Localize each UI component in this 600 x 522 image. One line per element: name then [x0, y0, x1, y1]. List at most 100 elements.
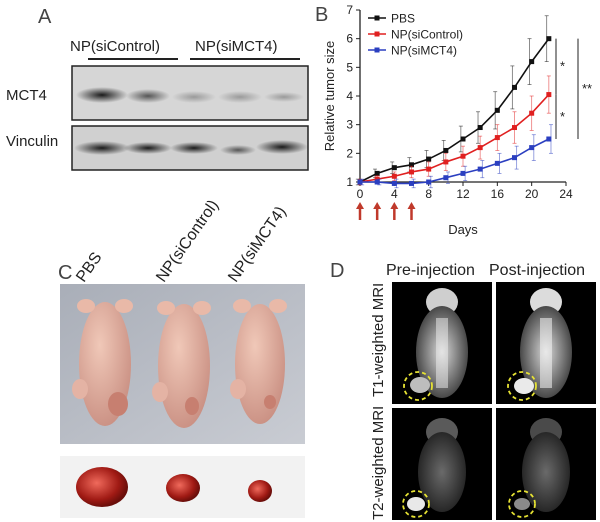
mct4-band-lane3	[172, 91, 216, 103]
data-point	[374, 176, 380, 182]
blot-row-label-mct4: MCT4	[6, 87, 47, 104]
series-1	[357, 75, 552, 186]
vinculin-band-lane2	[124, 142, 172, 154]
panel-a-letter: A	[38, 6, 52, 28]
legend-label: PBS	[391, 12, 415, 26]
data-point	[477, 145, 483, 151]
mri-column-label-pre: Pre-injection	[386, 262, 475, 279]
data-point	[391, 180, 397, 186]
data-point	[546, 136, 552, 142]
legend-label: NP(siMCT4)	[391, 44, 457, 58]
mice-column-label-simct4: NP(siMCT4)	[225, 203, 290, 286]
data-point	[460, 153, 466, 159]
series-line	[359, 38, 550, 183]
legend-marker	[374, 47, 380, 53]
data-point	[409, 162, 414, 168]
data-point	[374, 179, 380, 185]
mri-row-label-t2: T2-weighted MRI	[370, 405, 387, 520]
x-axis-title: Days	[448, 222, 478, 237]
data-point	[426, 179, 432, 185]
data-point	[494, 135, 500, 141]
data-point	[529, 145, 535, 151]
vinculin-band-lane5	[256, 140, 308, 154]
x-tick-label: 4	[391, 187, 398, 201]
vinculin-band-lane1	[74, 141, 130, 155]
mri-t2-pre	[392, 408, 492, 520]
y-tick-label: 6	[346, 32, 353, 46]
legend-marker	[374, 15, 380, 21]
injection-arrow-head	[373, 202, 382, 209]
mri-column-label-post: Post-injection	[489, 262, 586, 279]
y-tick-label: 3	[346, 118, 353, 132]
legend-marker	[374, 31, 380, 37]
data-point	[426, 156, 432, 162]
data-point	[409, 180, 414, 186]
data-point	[494, 107, 500, 113]
panel-c-letter: C	[58, 262, 73, 284]
panel-d-letter: D	[330, 260, 345, 282]
blot-bracket-simct4	[190, 58, 300, 60]
data-point	[357, 179, 363, 185]
vinculin-band-lane3	[170, 142, 218, 154]
mct4-band-lane1	[76, 87, 128, 103]
injection-arrow-head	[390, 202, 399, 209]
data-point	[512, 84, 517, 90]
tumor-pbs	[76, 467, 128, 507]
mice-photo	[60, 284, 305, 518]
mice-column-label-sicontrol: NP(siControl)	[153, 197, 223, 286]
mouse-np-simct4	[230, 299, 287, 424]
legend-label: NP(siControl)	[391, 28, 463, 42]
series-2	[357, 124, 553, 189]
x-tick-label: 20	[525, 187, 539, 201]
tumor-circle-t1-pre	[403, 371, 433, 401]
data-point	[460, 170, 466, 176]
data-point	[426, 166, 432, 172]
x-tick-label: 16	[491, 187, 505, 201]
x-tick-label: 0	[357, 187, 364, 201]
panel-b-letter: B	[315, 4, 329, 26]
x-tick-label: 8	[425, 187, 432, 201]
series-line	[359, 94, 550, 183]
data-point	[546, 92, 552, 98]
mri-t2-post	[496, 408, 596, 520]
data-point	[391, 165, 397, 171]
sig-label: *	[560, 59, 565, 74]
mri-t1-pre	[392, 282, 492, 404]
data-point	[512, 155, 517, 161]
sig-label: **	[582, 81, 592, 96]
injection-arrow-head	[407, 202, 416, 209]
y-tick-label: 7	[346, 3, 353, 17]
data-point	[529, 59, 535, 65]
vinculin-band-lane4	[220, 145, 256, 155]
tumor-np-simct4	[248, 480, 272, 502]
blot-bracket-sicontrol	[88, 58, 178, 60]
y-tick-label: 4	[346, 89, 353, 103]
mri-image-grid	[392, 282, 596, 520]
data-point	[409, 169, 414, 175]
data-point	[460, 136, 466, 142]
mct4-band-lane2	[126, 89, 170, 103]
y-tick-label: 5	[346, 60, 353, 74]
data-point	[546, 36, 552, 42]
mri-t1-post	[496, 282, 596, 404]
blot-row-label-vinculin: Vinculin	[6, 133, 59, 150]
blot-group-label-simct4: NP(siMCT4)	[195, 38, 278, 55]
x-tick-label: 24	[559, 187, 573, 201]
injection-arrow-head	[356, 202, 364, 209]
data-point	[443, 175, 449, 181]
x-tick-label: 12	[456, 187, 470, 201]
data-point	[443, 159, 449, 165]
tumor-circle-t1-post	[507, 371, 537, 401]
y-tick-label: 2	[346, 146, 353, 160]
mct4-band-lane4	[218, 91, 262, 103]
y-tick-label: 1	[346, 175, 353, 189]
series-line	[360, 138, 550, 185]
sig-label: *	[560, 109, 565, 124]
blot-group-label-sicontrol: NP(siControl)	[70, 38, 161, 55]
mouse-pbs	[72, 299, 133, 426]
data-point	[494, 160, 500, 166]
tumor-circle-t2-pre	[402, 490, 430, 518]
mice-column-label-pbs: PBS	[73, 249, 106, 286]
data-point	[374, 170, 380, 176]
